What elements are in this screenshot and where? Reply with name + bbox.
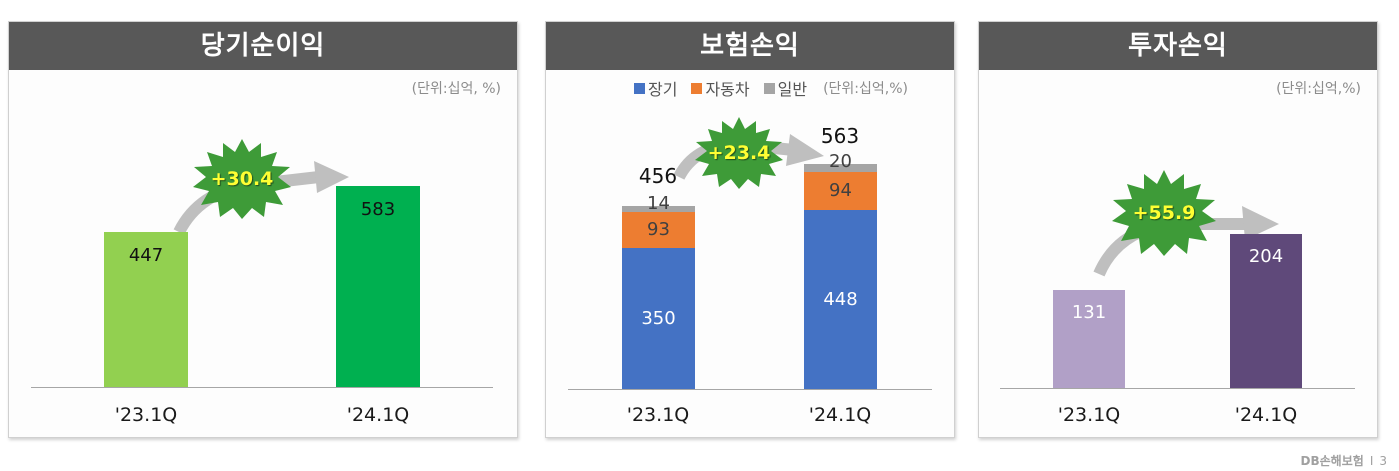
investment-profit-panel: 투자손익 (단위:십억,%) +55.9 131 204 '23.1Q '24.…: [978, 21, 1378, 438]
legend: 장기 자동차 일반 (단위:십억,%): [634, 76, 908, 100]
bar-value: 583: [360, 199, 396, 220]
bar-24-1q: 204: [1230, 234, 1302, 388]
unit-label: (단위:십억,%): [1276, 81, 1361, 97]
starburst-icon: [193, 139, 291, 219]
category-label: '23.1Q: [1057, 404, 1121, 426]
bar-23-1q: 447: [104, 232, 188, 387]
bar-total: 456: [638, 164, 678, 188]
insurance-profit-title: 보험손익: [546, 22, 954, 70]
bar-value: 204: [1248, 246, 1284, 267]
starburst-icon: [695, 117, 783, 189]
page-number: 3: [1379, 454, 1387, 468]
net-income-title: 당기순이익: [9, 22, 517, 70]
bar-value: 447: [128, 245, 164, 266]
legend-swatch-icon: [691, 82, 703, 94]
bar-total: 563: [820, 124, 860, 148]
segment-long-term: 350: [622, 248, 695, 389]
separator: I: [1369, 454, 1374, 468]
legend-swatch-icon: [763, 82, 775, 94]
x-axis: [1000, 388, 1355, 389]
growth-badge: +23.4: [694, 117, 784, 189]
legend-item-auto: 자동차: [691, 76, 750, 100]
brand-name: DB손해보험: [1300, 454, 1364, 468]
category-label: '23.1Q: [626, 404, 690, 426]
segment-long-term: 448: [804, 210, 877, 389]
segment-auto: 93: [622, 212, 695, 248]
segment-auto: 94: [804, 172, 877, 210]
segment-general: 20: [804, 151, 877, 172]
bar-23-1q: 131: [1053, 290, 1125, 388]
net-income-panel: 당기순이익 (단위:십억, %) +30.4 447 583 '23.1Q '2…: [8, 21, 518, 438]
investment-profit-title: 투자손익: [979, 22, 1377, 70]
growth-badge: +30.4: [192, 139, 292, 219]
category-label: '23.1Q: [114, 404, 178, 426]
bar-24-1q: 583: [336, 186, 420, 387]
insurance-profit-panel: 보험손익 장기 자동차 일반 (단위:십억,%) +23.4 456 563 1…: [545, 21, 955, 438]
unit-label: (단위:십억, %): [411, 81, 501, 97]
bar-value: 131: [1071, 302, 1107, 323]
legend-item-long-term: 장기: [634, 76, 677, 100]
stacked-bar-23-1q: 14 93 350: [622, 193, 695, 389]
unit-label: (단위:십억,%): [823, 81, 908, 97]
category-label: '24.1Q: [346, 404, 410, 426]
stacked-bar-24-1q: 20 94 448: [804, 151, 877, 389]
segment-general: 14: [622, 193, 695, 214]
legend-swatch-icon: [634, 82, 645, 94]
x-axis: [31, 387, 493, 388]
legend-item-general: 일반: [763, 76, 807, 100]
category-label: '24.1Q: [1234, 404, 1298, 426]
category-label: '24.1Q: [808, 404, 872, 426]
starburst-icon: [1112, 170, 1216, 256]
footer: DB손해보험 I 3: [1301, 452, 1387, 469]
x-axis: [568, 389, 932, 390]
growth-badge: +55.9: [1111, 170, 1217, 256]
